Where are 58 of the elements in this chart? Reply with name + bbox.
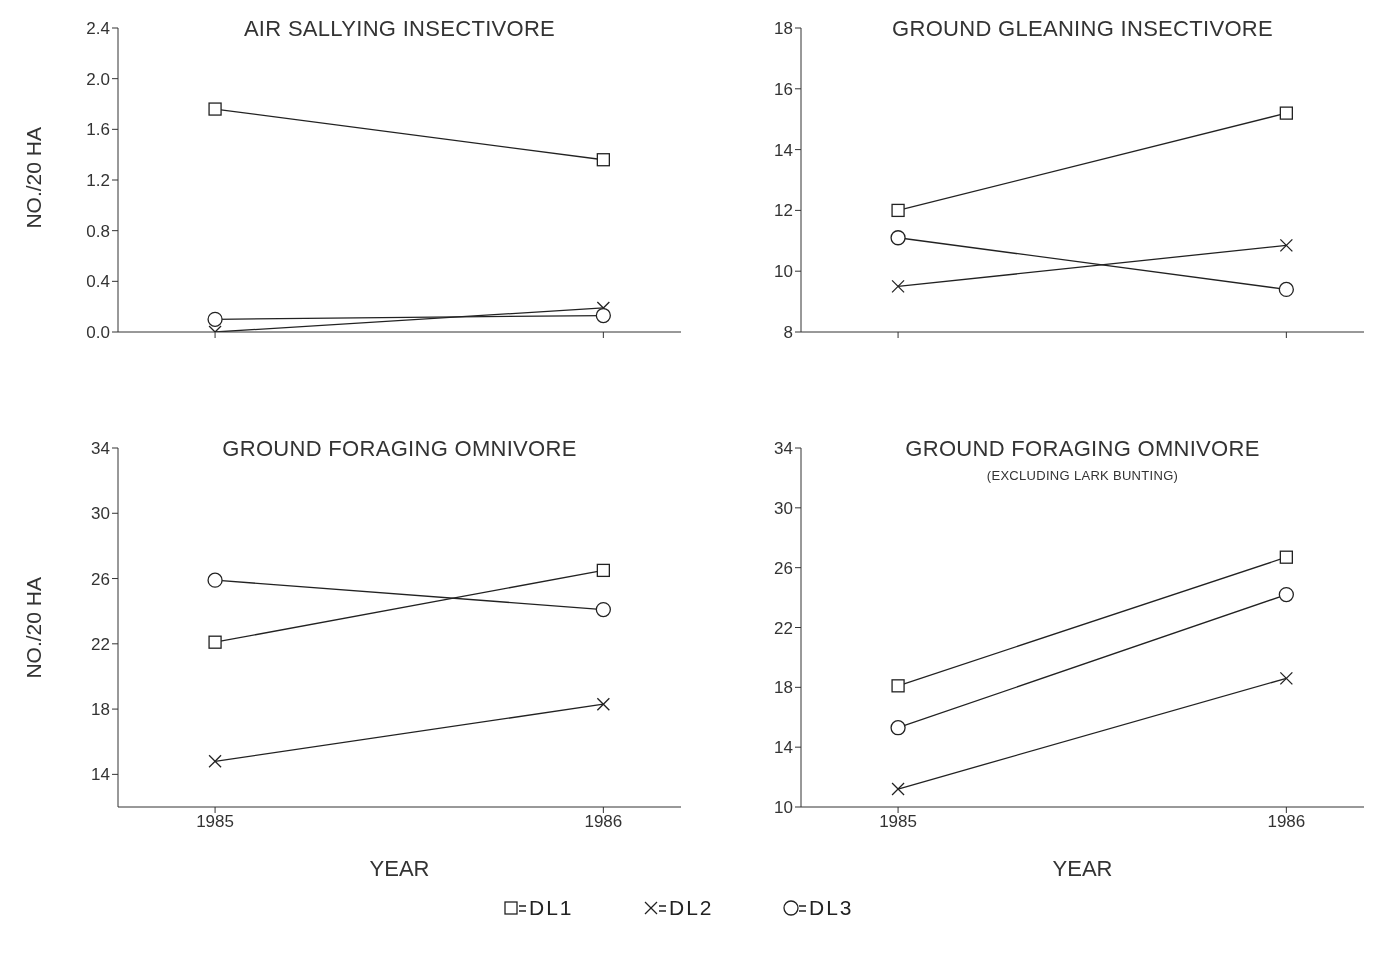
point — [207, 311, 223, 327]
x-tick-label: 1986 — [1267, 812, 1306, 832]
text: (EXCLUDING LARK BUNTING) — [985, 468, 1180, 483]
chart-title: GROUND FORAGING OMNIVORE — [221, 436, 578, 462]
legend-label: DL1 — [528, 896, 574, 919]
y-tick-label: 0.0 — [86, 323, 110, 343]
y-tick-label: 26 — [774, 558, 793, 578]
point — [1278, 281, 1294, 298]
point — [1279, 550, 1293, 564]
point — [890, 720, 906, 736]
point — [596, 153, 610, 167]
point — [596, 563, 610, 578]
y-tick-label: 30 — [774, 498, 793, 518]
legend-label: DL2 — [668, 896, 714, 919]
y-axis-title: NO./20 HA — [22, 127, 46, 229]
y-tick-label: 2.4 — [86, 19, 110, 39]
y-tick-label: 14 — [91, 765, 110, 785]
point — [595, 601, 611, 618]
y-tick-label: 0.8 — [86, 221, 110, 241]
point — [595, 307, 611, 324]
y-tick-label: 1.6 — [86, 120, 110, 140]
y-tick-label: 34 — [774, 439, 793, 459]
point — [207, 572, 223, 588]
y-tick-label: 34 — [91, 439, 110, 459]
y-tick-label: 10 — [774, 262, 793, 282]
y-axis-title: NO./20 HA — [22, 577, 46, 679]
y-tick-label: 18 — [91, 700, 110, 720]
point — [891, 203, 905, 218]
y-tick-label: 8 — [783, 323, 793, 343]
y-tick-label: 10 — [774, 798, 793, 818]
point — [891, 679, 905, 693]
y-tick-label: 18 — [774, 19, 793, 39]
point — [1278, 586, 1294, 603]
y-tick-label: 12 — [774, 201, 793, 221]
y-tick-label: 22 — [774, 618, 793, 638]
y-tick-label: 16 — [774, 79, 793, 99]
chart-title: GROUND GLEANING INSECTIVORE — [891, 16, 1274, 42]
x-tick-label: 1985 — [879, 812, 917, 832]
chart-title: AIR SALLYING INSECTIVORE — [242, 16, 557, 42]
y-tick-label: 14 — [774, 738, 793, 758]
x-tick-label: 1986 — [584, 812, 623, 832]
y-tick-label: 0.4 — [86, 272, 110, 292]
point — [208, 102, 222, 116]
point — [208, 635, 222, 649]
y-tick-label: 1.2 — [86, 171, 110, 191]
y-tick-label: 30 — [91, 504, 110, 524]
y-tick-label: 26 — [91, 569, 110, 589]
chart-title: GROUND FORAGING OMNIVORE — [904, 436, 1261, 462]
point — [1279, 106, 1293, 120]
x-tick-label: 1985 — [196, 812, 234, 832]
y-tick-label: 22 — [91, 634, 110, 654]
legend-label: DL3 — [808, 896, 854, 919]
x-axis-title: YEAR — [368, 856, 431, 882]
y-tick-label: 14 — [774, 140, 793, 160]
y-tick-label: 18 — [774, 678, 793, 698]
x-axis-title: YEAR — [1051, 856, 1114, 882]
point — [890, 230, 906, 246]
y-tick-label: 2.0 — [86, 69, 110, 89]
